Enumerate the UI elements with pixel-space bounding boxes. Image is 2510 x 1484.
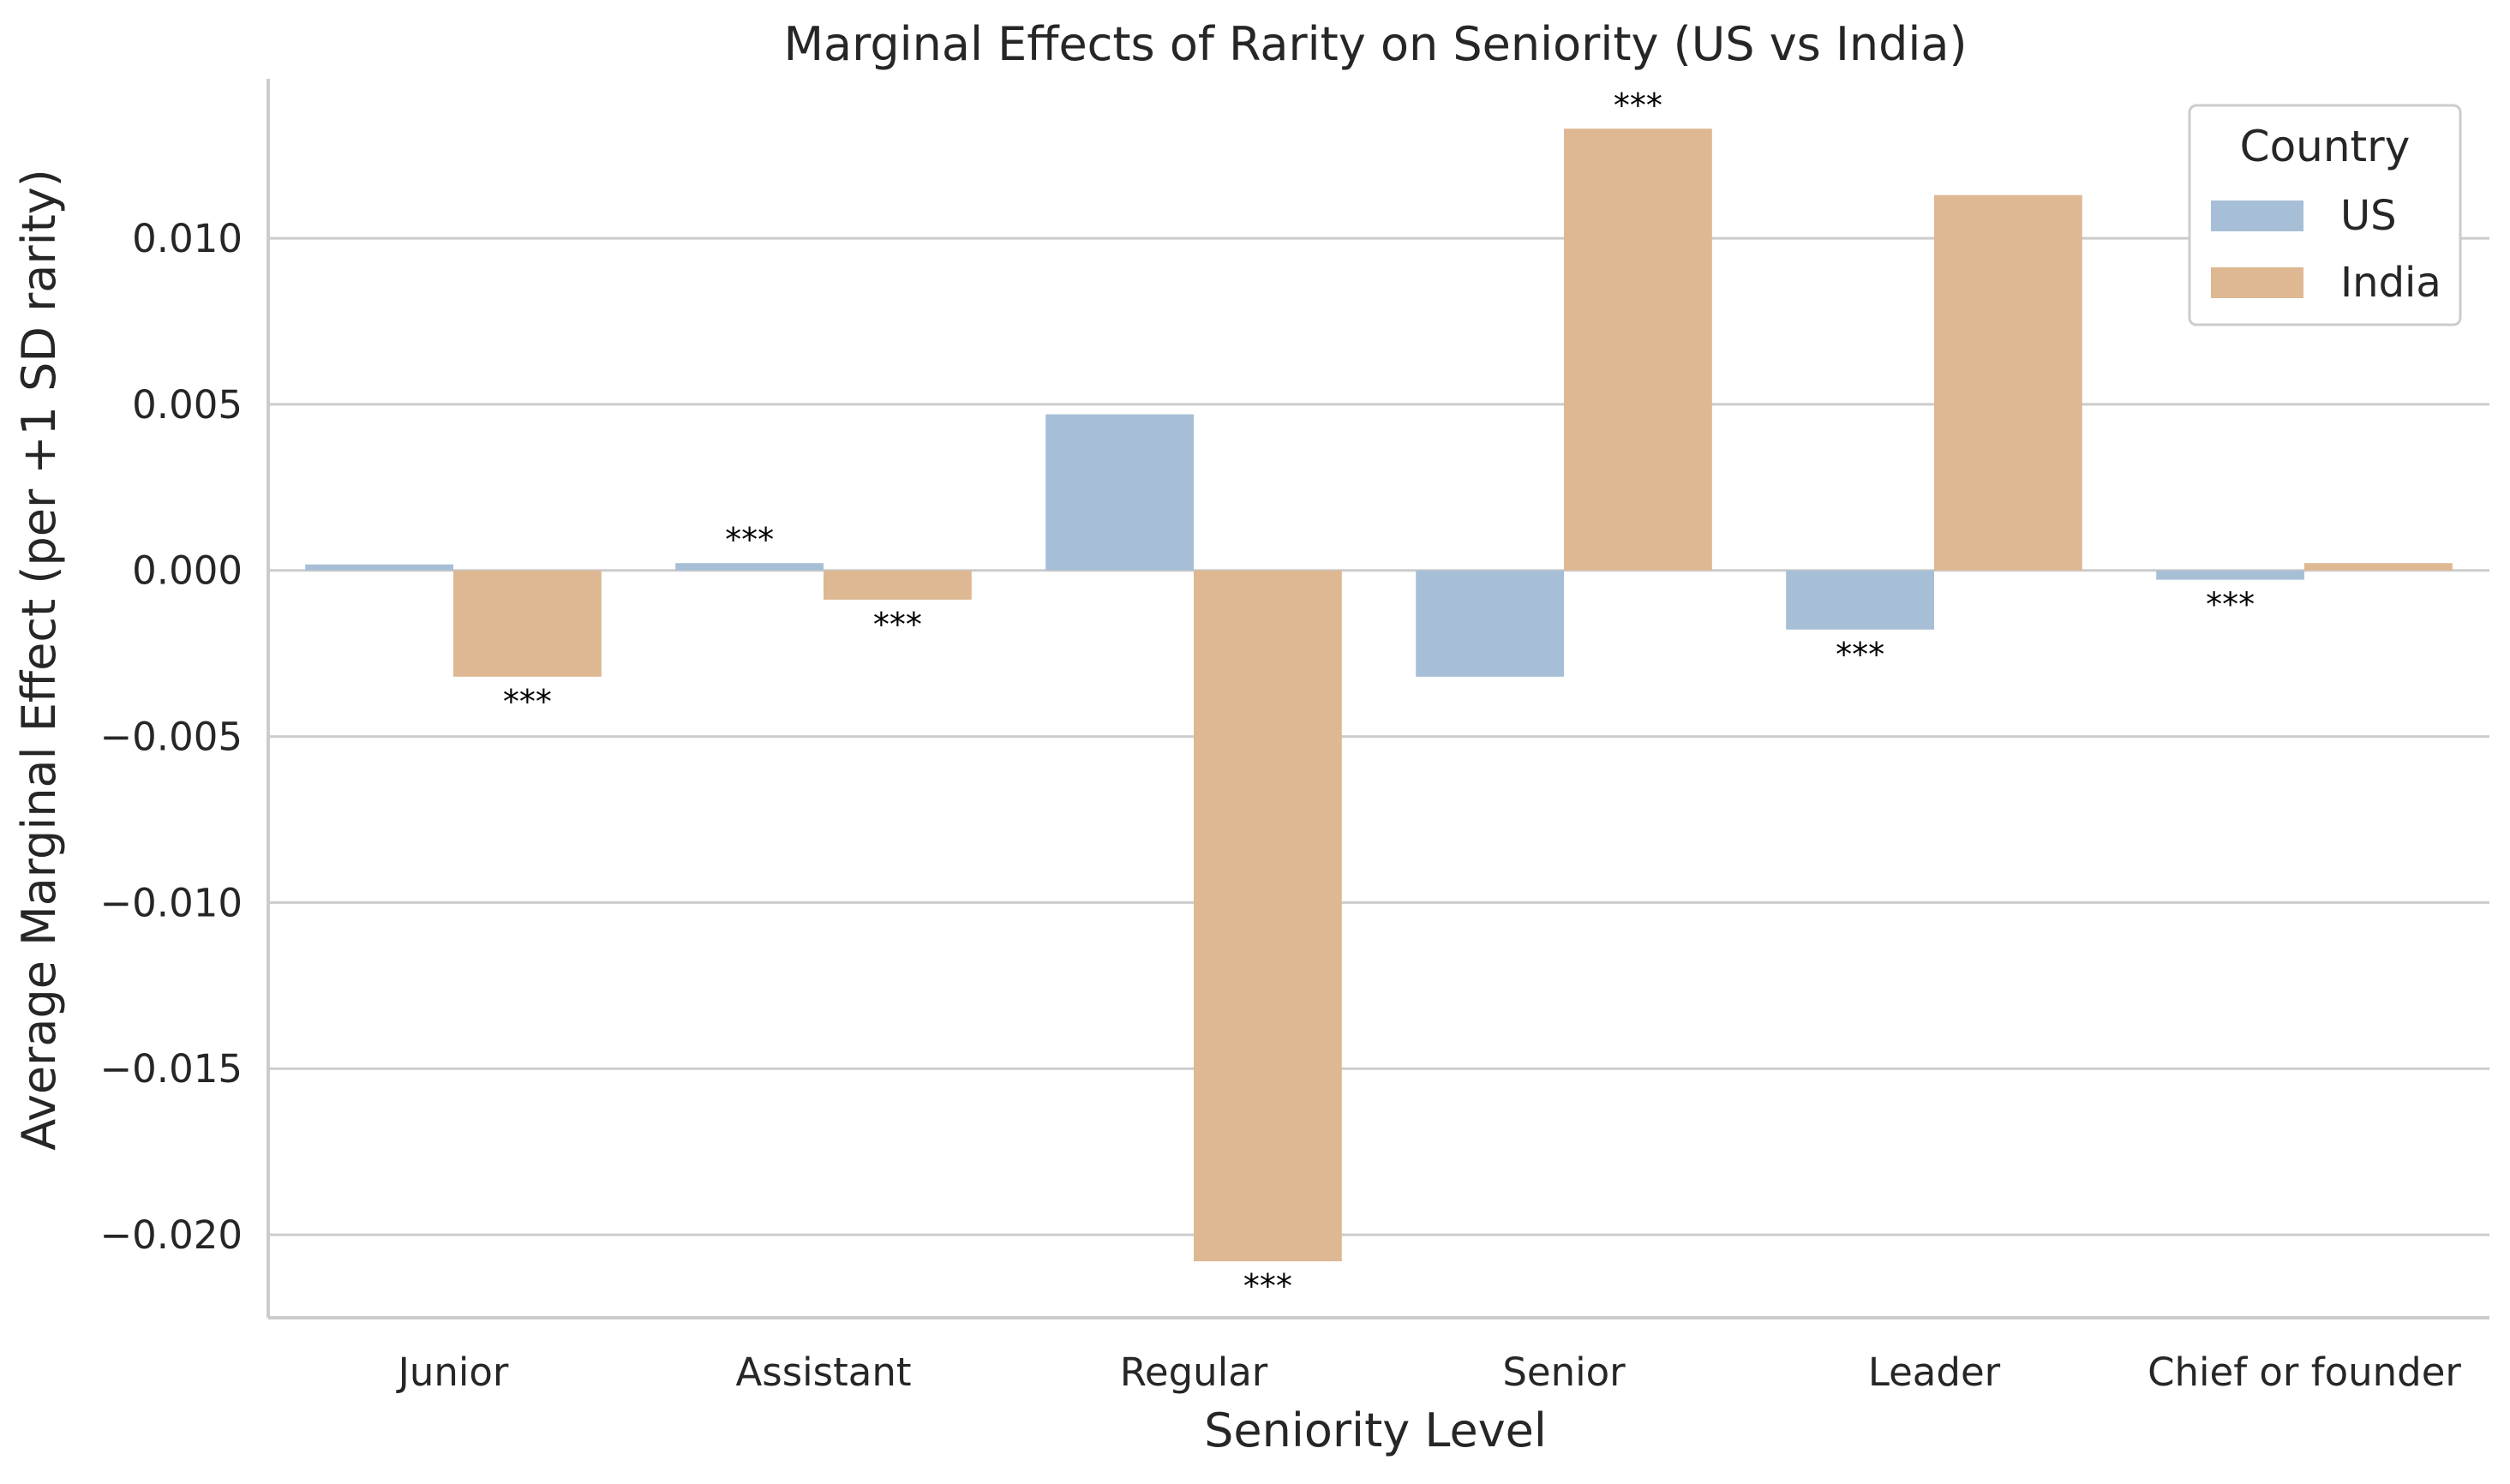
- bar-india-chief-or-founder: [2304, 563, 2453, 571]
- x-axis-title: Seniority Level: [1204, 1403, 1547, 1457]
- y-tick-label: −0.020: [99, 1212, 243, 1258]
- legend-swatch-india: [2211, 267, 2303, 298]
- chart-title: Marginal Effects of Rarity on Seniority …: [783, 17, 1967, 71]
- x-tick-label: Junior: [396, 1349, 509, 1395]
- y-tick-label: 0.000: [132, 548, 243, 594]
- x-tick-label: Senior: [1502, 1349, 1626, 1395]
- legend-title: Country: [2240, 122, 2411, 171]
- legend-label-us: US: [2340, 192, 2397, 240]
- y-tick-label: −0.005: [99, 715, 243, 760]
- significance-label: ***: [725, 521, 774, 559]
- y-tick-labels: −0.020 −0.015 −0.010 −0.005 0.000 0.005 0.010: [99, 216, 243, 1258]
- legend: Country US India: [2188, 104, 2462, 326]
- x-tick-label: Chief or founder: [2148, 1349, 2461, 1395]
- bar-us-chief-or-founder: [2156, 570, 2304, 580]
- significance-label: ***: [1614, 87, 1662, 124]
- y-tick-label: 0.005: [132, 382, 243, 428]
- y-axis-title: Average Marginal Effect (per +1 SD rarit…: [12, 169, 66, 1151]
- x-tick-label: Leader: [1868, 1349, 2001, 1395]
- significance-label: ***: [1243, 1267, 1292, 1305]
- x-tick-label: Regular: [1120, 1349, 1268, 1395]
- legend-swatch-us: [2211, 200, 2303, 231]
- axes: [267, 79, 2489, 1319]
- bar-india-assistant: [824, 570, 972, 600]
- bars: [305, 129, 2453, 1262]
- x-tick-labels: Junior Assistant Regular Senior Leader Chief …: [396, 1349, 2462, 1395]
- bar-india-regular: [1194, 570, 1342, 1262]
- bar-india-senior: [1564, 129, 1712, 571]
- legend-label-india: India: [2340, 259, 2441, 307]
- x-tick-label: Assistant: [735, 1349, 911, 1395]
- bar-us-leader: [1786, 570, 1934, 630]
- significance-labels: *** *** *** *** *** *** ***: [503, 87, 2255, 1305]
- bar-us-senior: [1416, 570, 1564, 677]
- bar-us-assistant: [675, 563, 824, 571]
- y-tick-label: −0.010: [99, 880, 243, 925]
- bar-india-junior: [453, 570, 602, 677]
- significance-label: ***: [873, 606, 922, 643]
- significance-label: ***: [2206, 586, 2255, 624]
- y-tick-label: 0.010: [132, 216, 243, 261]
- bar-india-leader: [1934, 194, 2082, 571]
- significance-label: ***: [1836, 636, 1884, 673]
- bar-us-junior: [305, 564, 453, 571]
- significance-label: ***: [503, 683, 552, 721]
- bar-us-regular: [1045, 414, 1194, 571]
- y-tick-label: −0.015: [99, 1046, 243, 1092]
- gridlines: [268, 236, 2489, 1236]
